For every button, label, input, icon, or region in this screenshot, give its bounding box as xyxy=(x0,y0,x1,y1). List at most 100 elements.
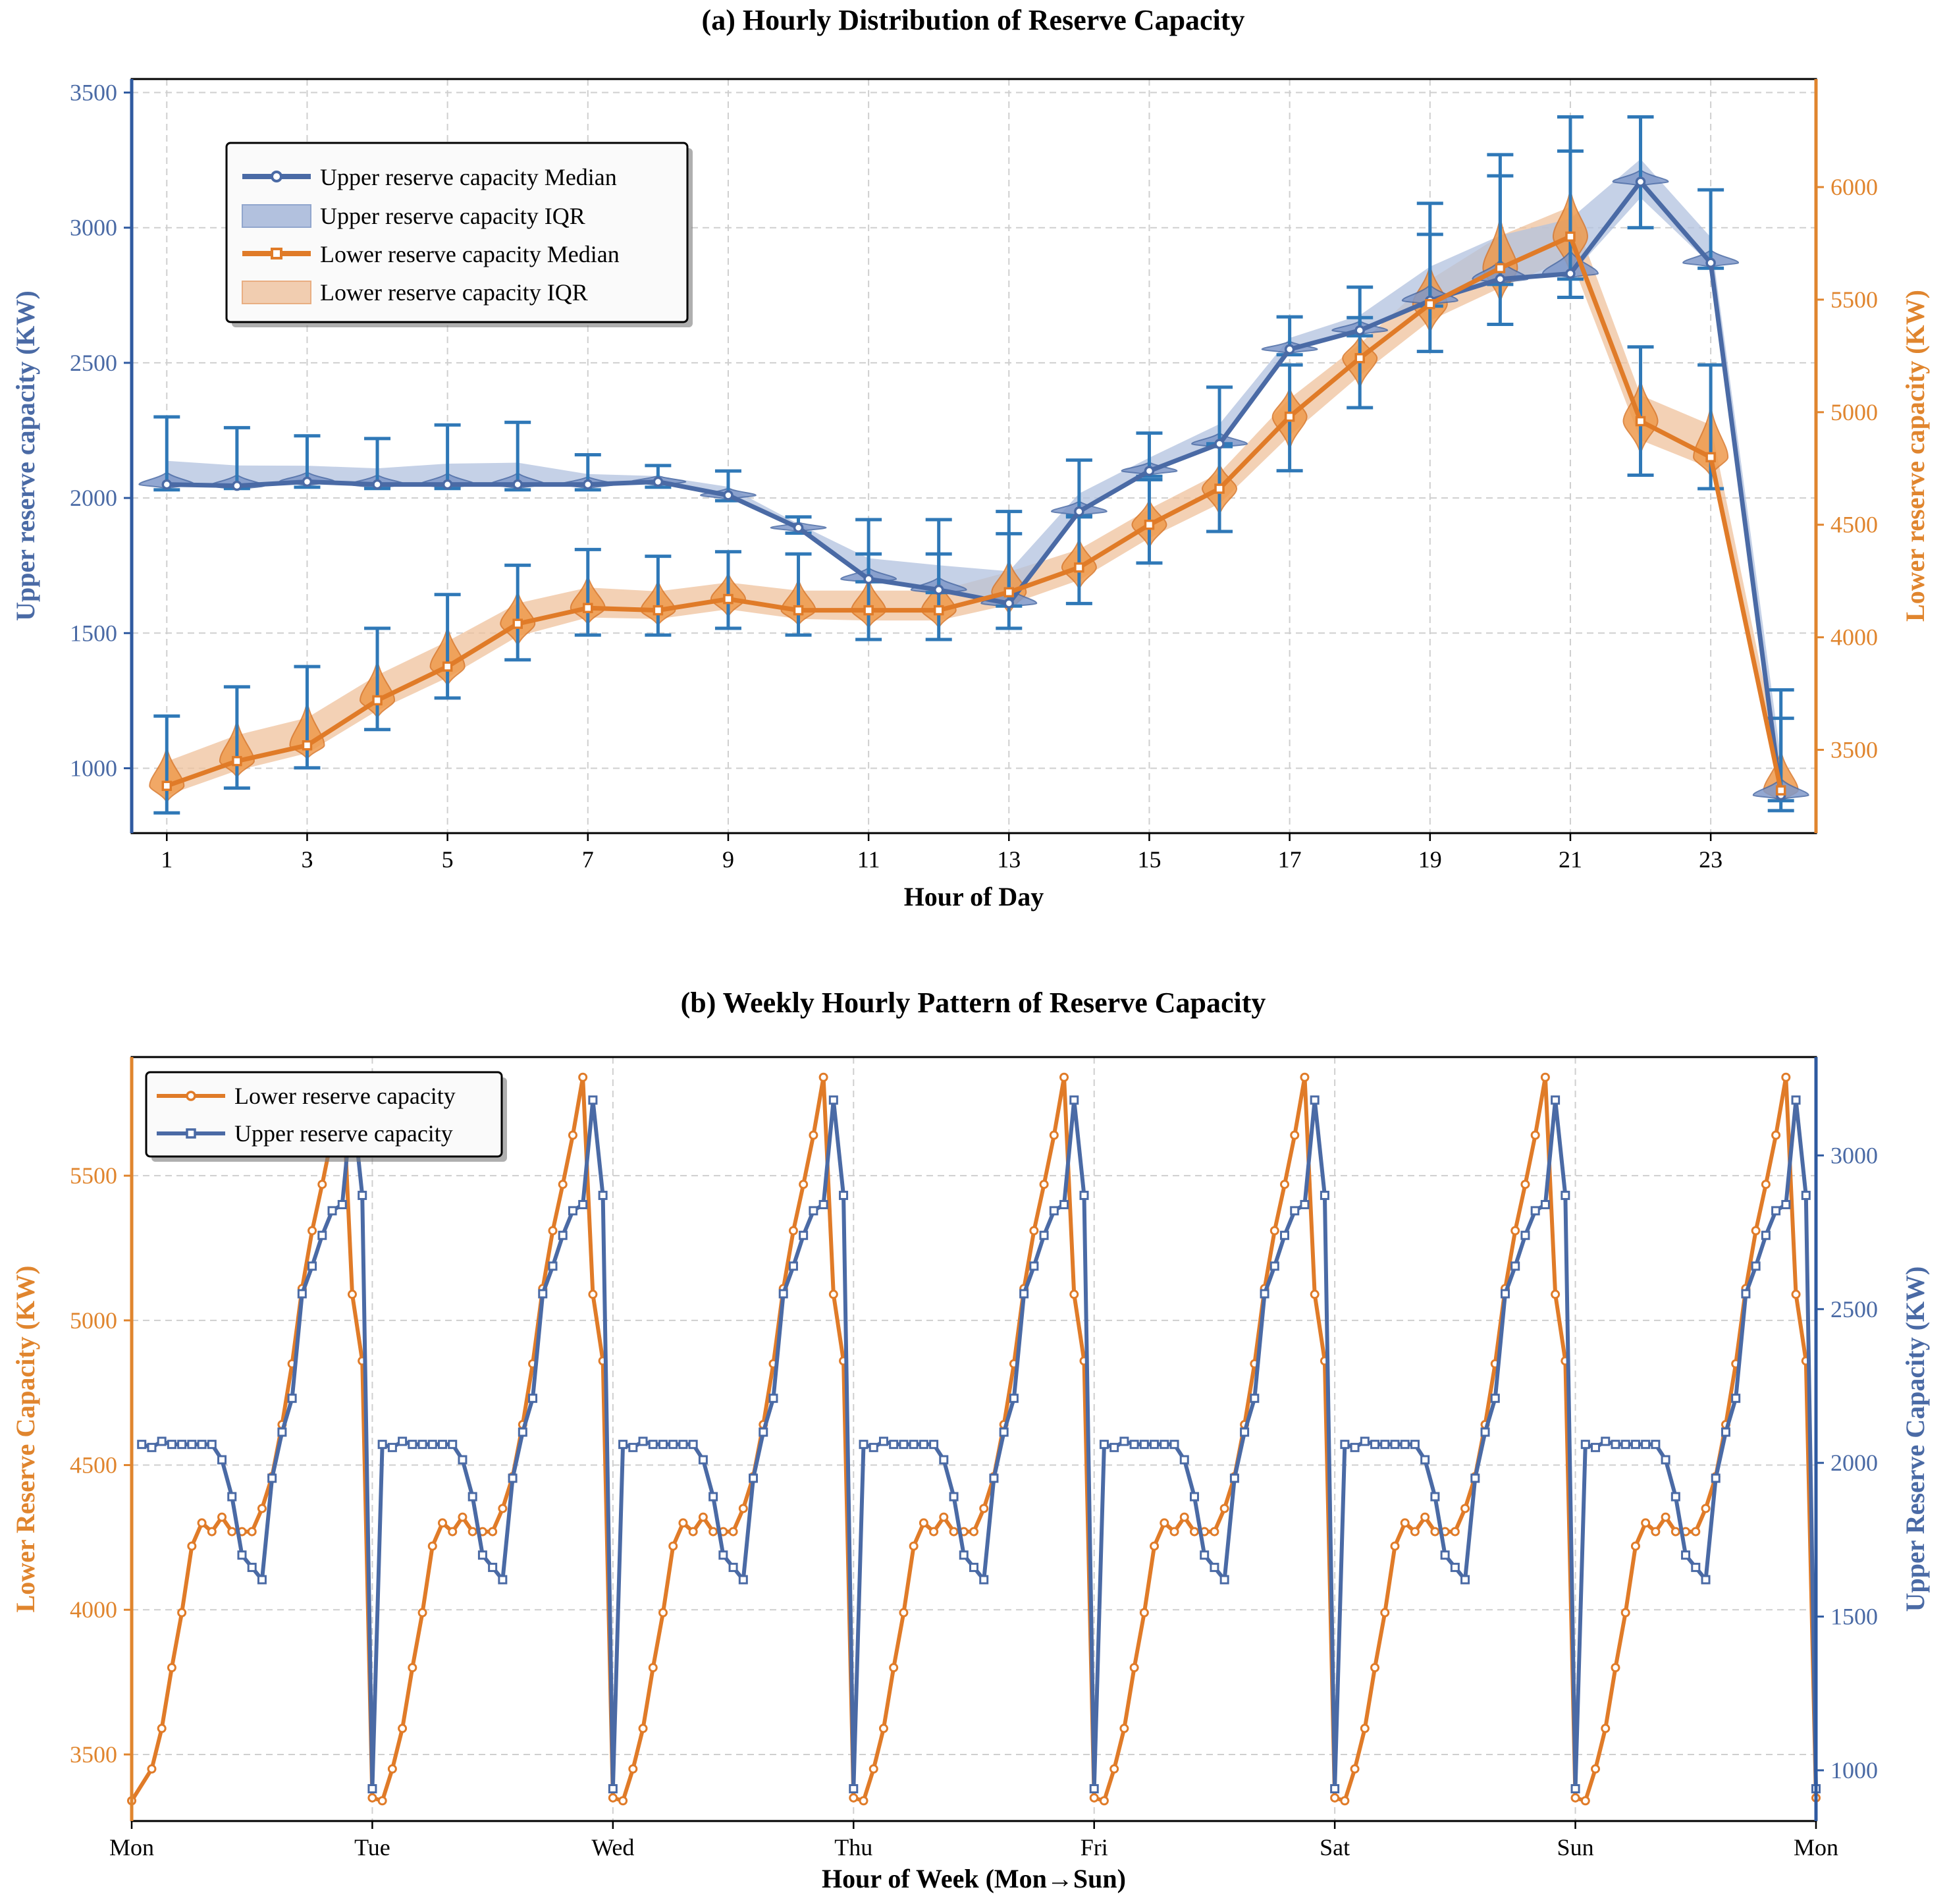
upper-point xyxy=(1129,1440,1139,1450)
upper-point xyxy=(1561,1191,1570,1201)
lower-point xyxy=(1460,1504,1470,1513)
y2-tick-label: 2000 xyxy=(1830,1450,1878,1476)
lower-median-point xyxy=(653,605,664,616)
lower-point xyxy=(498,1504,508,1513)
lower-point xyxy=(1450,1527,1460,1537)
lower-point xyxy=(408,1663,417,1673)
y-axis-label: Upper reserve capacity (KW) xyxy=(11,290,40,621)
upper-point xyxy=(668,1440,678,1450)
x-axis-label: Hour of Day xyxy=(904,882,1044,911)
upper-point xyxy=(1099,1440,1109,1450)
lower-point xyxy=(849,1793,859,1803)
upper-point xyxy=(939,1455,949,1465)
upper-point xyxy=(1210,1562,1219,1572)
y2-tick-label: 3000 xyxy=(1830,1142,1878,1168)
upper-point xyxy=(1400,1440,1410,1450)
grid xyxy=(132,1057,1816,1821)
lower-point xyxy=(558,1180,568,1189)
lower-point xyxy=(799,1180,809,1189)
upper-median-point xyxy=(653,476,664,487)
upper-point xyxy=(608,1783,618,1793)
upper-point xyxy=(1109,1442,1119,1452)
upper-point xyxy=(1139,1440,1149,1450)
legend-item-upper: Upper reserve capacity xyxy=(157,1120,453,1147)
y-tick-label: 4500 xyxy=(70,1452,117,1479)
upper-point xyxy=(919,1440,928,1450)
upper-point xyxy=(1761,1230,1771,1240)
lower-point xyxy=(307,1226,317,1236)
upper-median-point xyxy=(442,479,453,490)
upper-point xyxy=(1711,1473,1721,1483)
lower-median-point xyxy=(372,695,383,706)
upper-point xyxy=(999,1427,1009,1437)
lower-line xyxy=(130,1075,1818,1803)
upper-point xyxy=(1751,1261,1761,1271)
upper-point xyxy=(187,1440,197,1450)
lower-point xyxy=(568,1130,577,1140)
upper-point xyxy=(688,1440,698,1450)
upper-median-point xyxy=(161,479,173,490)
lower-point xyxy=(889,1663,899,1673)
lower-median-point xyxy=(302,740,313,751)
lower-point xyxy=(1179,1512,1189,1522)
upper-point xyxy=(427,1440,437,1450)
upper-point xyxy=(1530,1206,1540,1216)
upper-point xyxy=(1200,1550,1210,1560)
lower-point xyxy=(1189,1527,1199,1537)
upper-point xyxy=(718,1550,728,1560)
upper-point xyxy=(1300,1200,1310,1210)
chart-title: (a) Hourly Distribution of Reserve Capac… xyxy=(702,4,1245,36)
lower-median-point xyxy=(1705,452,1716,462)
upper-iqr-area xyxy=(167,159,1781,798)
upper-point xyxy=(227,1492,237,1502)
upper-point xyxy=(538,1289,548,1299)
upper-point xyxy=(387,1442,397,1452)
upper-point xyxy=(778,1289,788,1299)
upper-median-point xyxy=(302,476,313,487)
upper-point xyxy=(818,1200,828,1210)
lower-point xyxy=(1530,1130,1540,1140)
x-tick-label: 7 xyxy=(582,846,594,873)
lower-median-point xyxy=(583,603,593,613)
lower-point xyxy=(1641,1518,1651,1528)
legend-label-upper: Upper reserve capacity xyxy=(234,1120,453,1147)
lower-point xyxy=(939,1512,949,1522)
lower-point xyxy=(1520,1180,1530,1189)
upper-point xyxy=(217,1455,227,1465)
lower-point xyxy=(448,1527,458,1537)
y2-tick-label: 6000 xyxy=(1830,174,1878,200)
upper-point xyxy=(548,1261,558,1271)
lower-point xyxy=(417,1608,427,1618)
y-tick-label: 2500 xyxy=(70,350,117,376)
upper-point xyxy=(157,1436,167,1446)
upper-point xyxy=(1059,1200,1069,1210)
upper-point xyxy=(728,1562,738,1572)
lower-point xyxy=(919,1518,928,1528)
upper-point xyxy=(1520,1230,1530,1240)
upper-point xyxy=(868,1442,878,1452)
lower-point xyxy=(1139,1608,1149,1618)
lower-whisker xyxy=(504,563,531,662)
upper-point xyxy=(768,1394,778,1403)
upper-point xyxy=(568,1206,577,1216)
lower-point xyxy=(969,1527,978,1537)
lower-point xyxy=(167,1663,176,1673)
lower-point xyxy=(1570,1793,1580,1803)
upper-point xyxy=(558,1230,568,1240)
legend: Upper reserve capacity Median Upper rese… xyxy=(225,142,693,327)
upper-median-point xyxy=(793,522,804,533)
lower-point xyxy=(1059,1072,1069,1082)
lower-median-point xyxy=(1425,299,1435,310)
upper-median-point xyxy=(1495,273,1506,285)
upper-point xyxy=(438,1440,448,1450)
upper-point xyxy=(1661,1455,1670,1465)
y2-axis-ticks: 1000 1500 2000 2500 3000 xyxy=(1816,1142,1878,1783)
upper-point xyxy=(1691,1562,1701,1572)
upper-whisker xyxy=(504,420,531,492)
upper-iqr-band xyxy=(167,159,1781,798)
upper-point xyxy=(1791,1095,1801,1105)
upper-point xyxy=(588,1095,598,1105)
upper-median-point xyxy=(1003,598,1015,609)
upper-point xyxy=(1380,1440,1390,1450)
lower-whisker xyxy=(996,531,1023,630)
